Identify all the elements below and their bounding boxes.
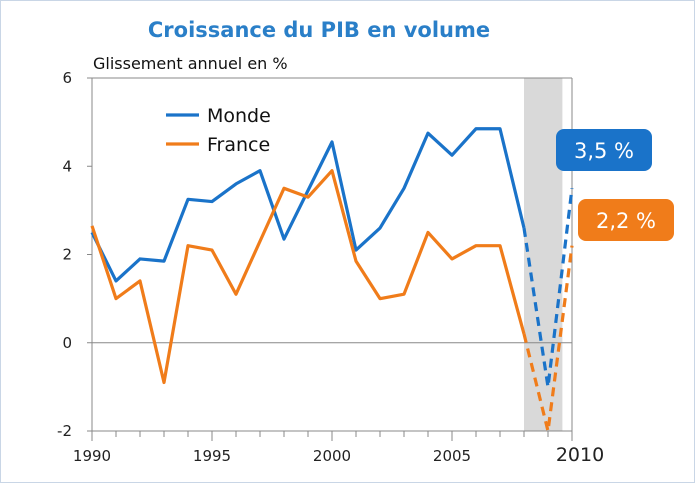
y-tick-label: 6 [62,69,72,87]
callout-box-france [578,199,674,241]
legend: Monde France [166,105,271,156]
forecast-line-france [522,245,574,433]
legend-label-france: France [207,134,270,156]
legend-label-monde: Monde [207,105,271,127]
y-axis-label: Glissement annuel en % [93,54,288,73]
series-line-monde [90,127,526,283]
callout-box-monde [556,129,652,171]
y-tick-label: -2 [57,422,72,440]
callouts: 3,5 % 2,2 % [556,129,674,241]
series-line-france [90,169,526,385]
x-tick-label: 2005 [433,447,471,465]
forecast-shading [524,78,563,431]
chart-title: Croissance du PIB en volume [148,18,490,42]
forecast-line-monde [522,188,574,389]
callout-label-monde: 3,5 % [574,139,634,163]
callout-label-france: 2,2 % [596,209,656,233]
y-tick-label: 4 [62,157,72,175]
x-tick-label: 1995 [193,447,231,465]
y-tick-label: 0 [62,334,72,352]
tick-labels: -2 0 2 4 6 1990 1995 2000 2005 2010 [57,69,604,466]
y-tick-label: 2 [62,246,72,264]
x-tick-label: 2010 [556,444,604,466]
series-lines [90,127,574,433]
x-tick-label: 1990 [73,447,111,465]
x-tick-label: 2000 [313,447,351,465]
